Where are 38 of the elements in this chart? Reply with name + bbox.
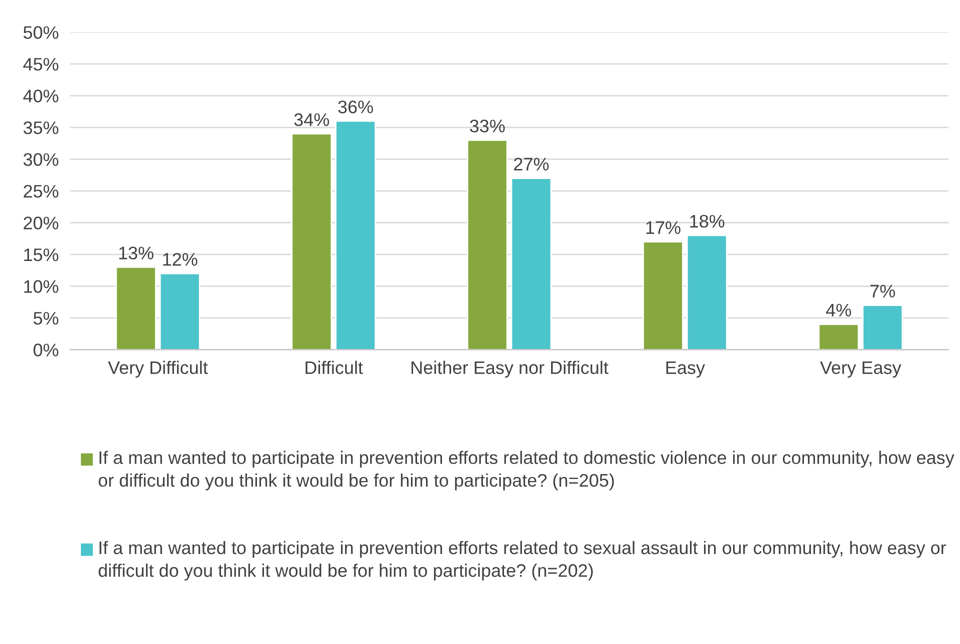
bar bbox=[510, 178, 552, 350]
data-label: 7% bbox=[870, 284, 896, 298]
x-tick-label: Neither Easy nor Difficult bbox=[412, 360, 608, 378]
y-tick-label: 25% bbox=[24, 184, 58, 198]
data-label: 12% bbox=[163, 252, 198, 266]
y-tick-label: 20% bbox=[24, 216, 58, 230]
x-tick-label: Difficult bbox=[306, 360, 363, 374]
bar bbox=[818, 324, 860, 350]
bar bbox=[116, 266, 156, 350]
y-tick-label: 10% bbox=[24, 280, 58, 293]
bar bbox=[335, 120, 376, 350]
bar bbox=[291, 133, 332, 350]
x-tick-label: Very Difficult bbox=[108, 360, 208, 378]
y-tick-label: 5% bbox=[34, 312, 58, 325]
x-tick-label: Very Easy bbox=[820, 361, 902, 378]
bar bbox=[159, 272, 200, 350]
y-tick-label: 45% bbox=[23, 58, 58, 71]
data-label: 4% bbox=[826, 304, 852, 316]
data-label: 27% bbox=[514, 158, 549, 170]
data-label: 36% bbox=[338, 100, 373, 114]
data-label: 18% bbox=[690, 214, 724, 228]
bar bbox=[686, 234, 728, 350]
y-tick-label: 40% bbox=[23, 90, 58, 102]
data-label: 33% bbox=[470, 120, 505, 132]
bar bbox=[862, 304, 904, 350]
y-tick-label: 50% bbox=[24, 26, 58, 39]
bar bbox=[466, 139, 508, 350]
y-tick-label: 35% bbox=[24, 121, 58, 134]
y-tick-label: 15% bbox=[24, 248, 58, 262]
y-tick-label: 30% bbox=[24, 153, 58, 166]
legend-label: If a man wanted to participate in prevention efforts related to sexual assault in our community, how easy or difficult do you think it would be for him to participate? (n=202) bbox=[98, 540, 946, 581]
x-tick-label: Easy bbox=[666, 361, 705, 378]
data-label: 17% bbox=[646, 221, 680, 234]
bar bbox=[642, 241, 684, 350]
data-label: 13% bbox=[119, 246, 154, 260]
y-tick-label: 0% bbox=[34, 344, 58, 356]
data-label: 34% bbox=[294, 113, 330, 126]
legend-label: If a man wanted to participate in prevention efforts related to domestic violence in our community, how easy or difficult do you think it would be for him to participate? (n=205) bbox=[98, 450, 954, 490]
